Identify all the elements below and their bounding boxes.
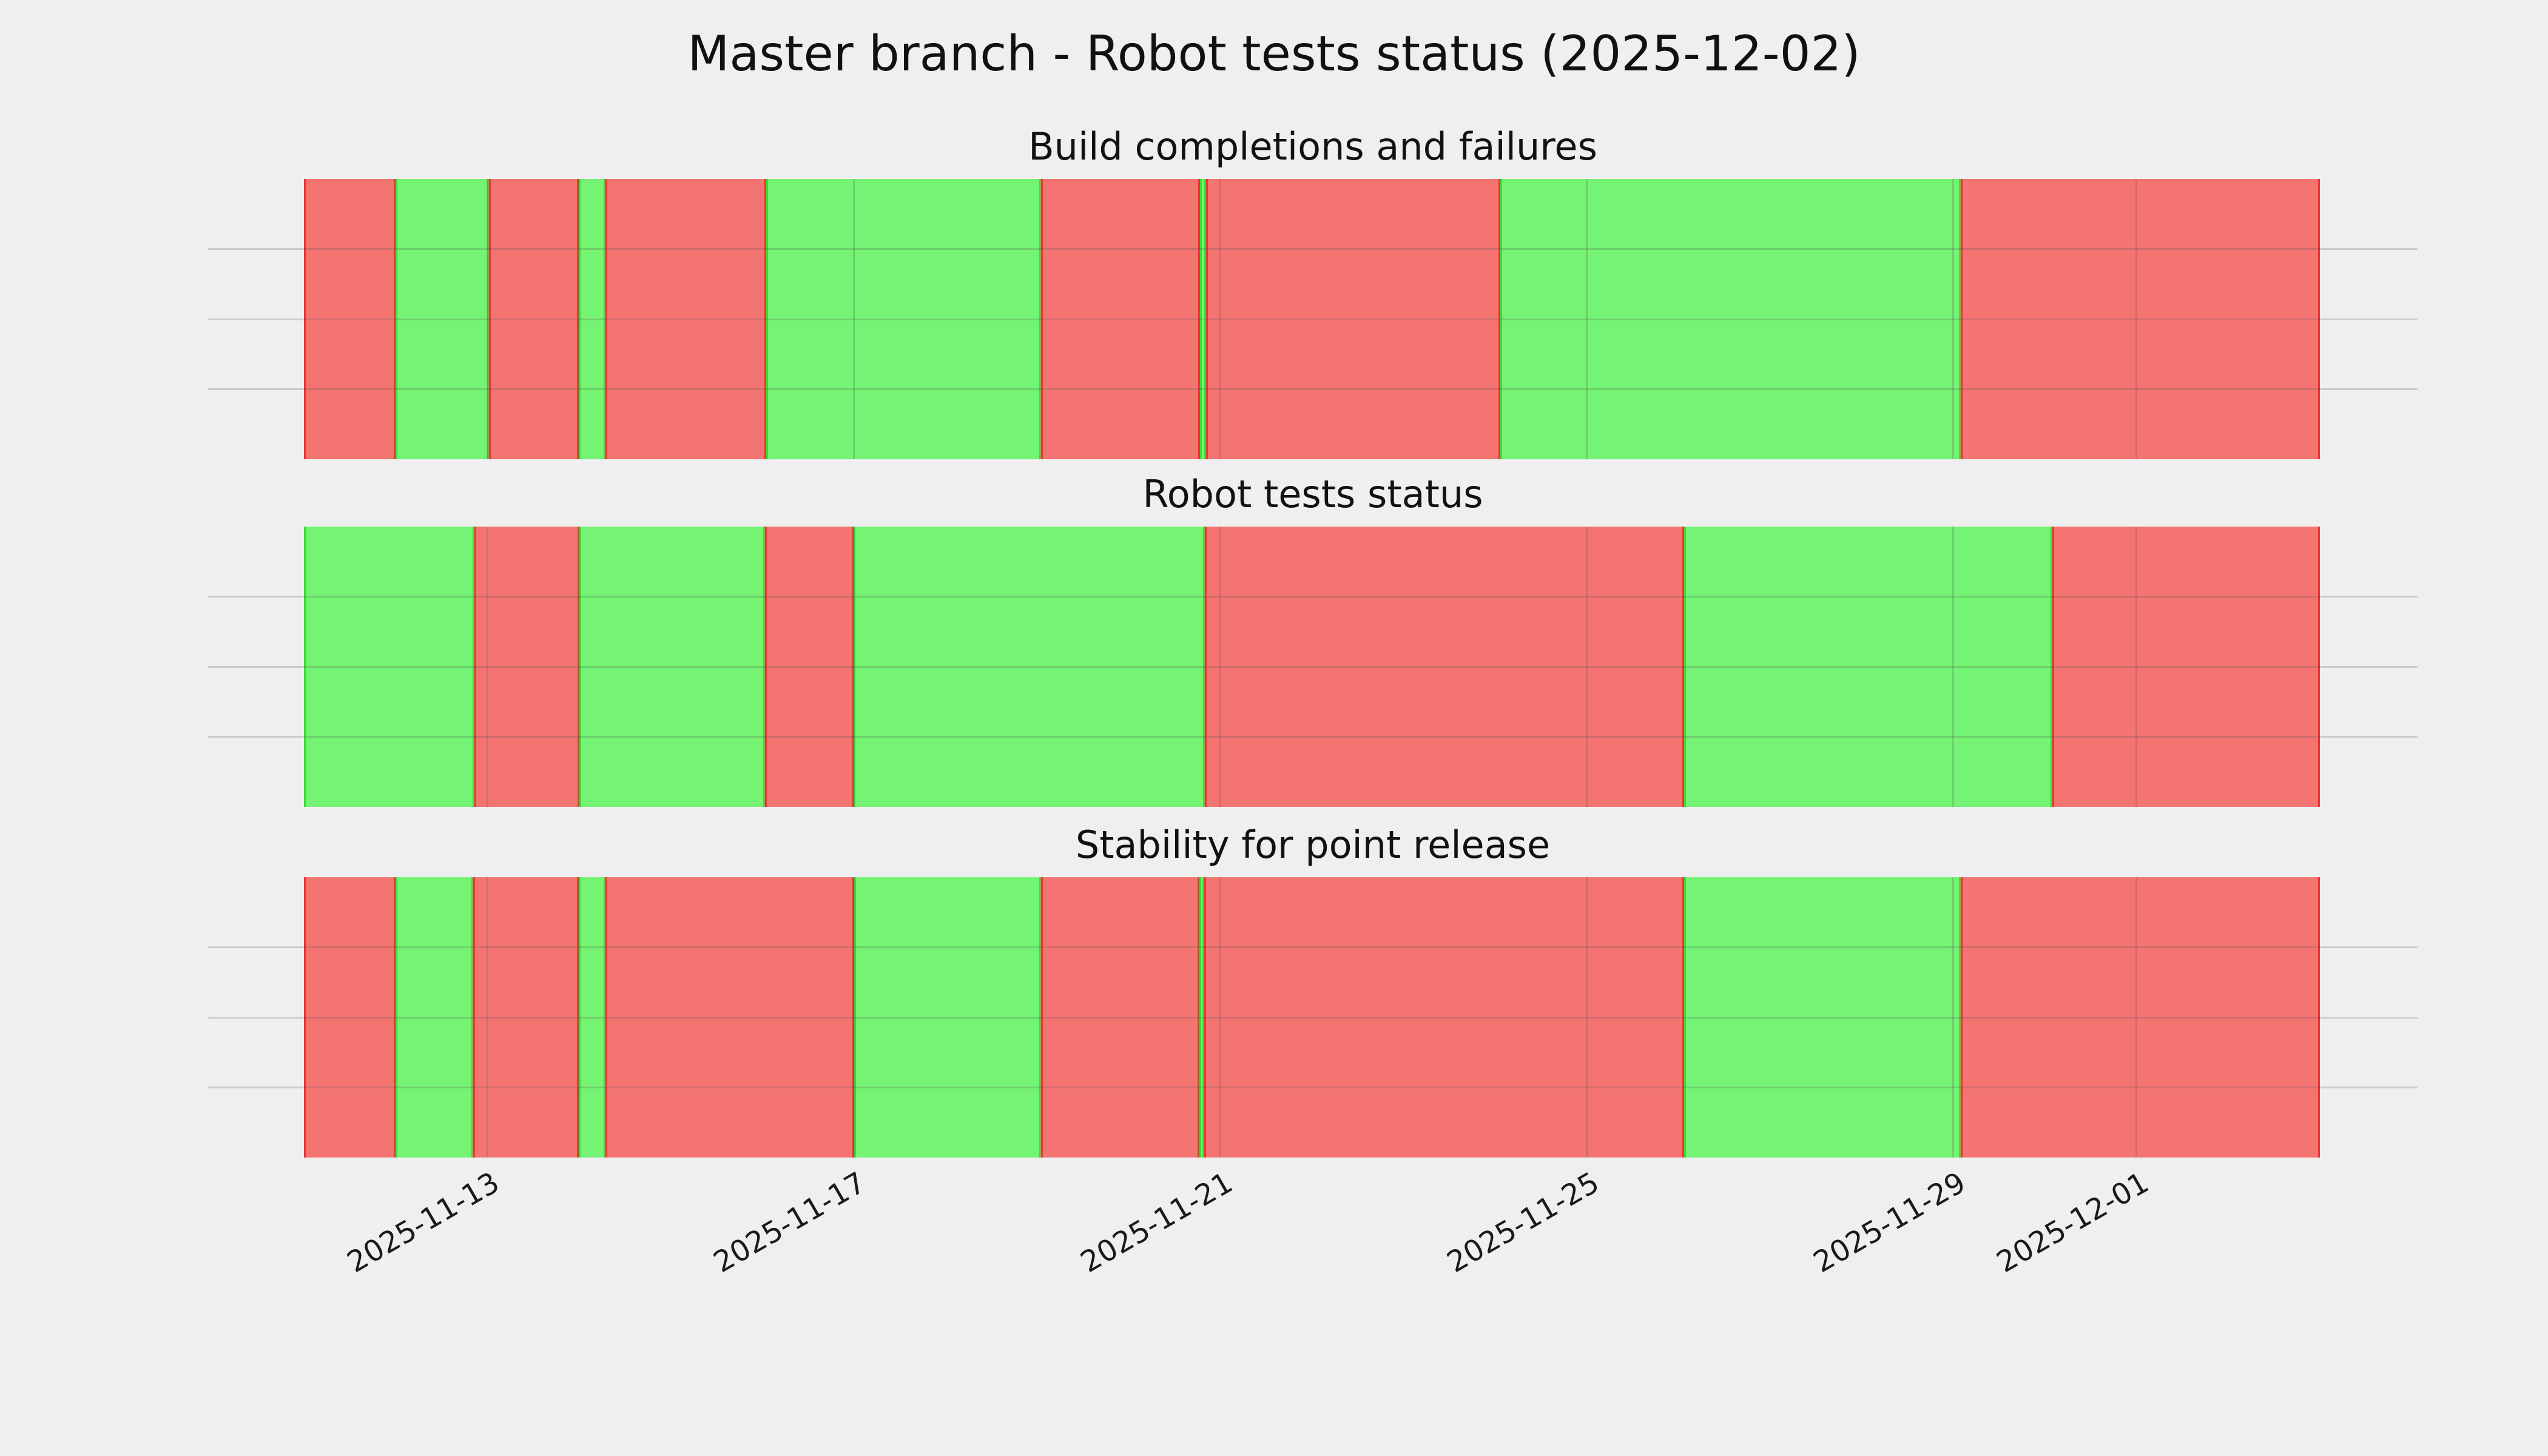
status-segment-fail [605, 877, 855, 1158]
status-segment-fail [1961, 877, 2320, 1158]
status-segment-fail [1204, 527, 1685, 807]
x-tick-label: 2025-11-21 [1074, 1165, 1238, 1280]
status-segment-fail [1961, 179, 2320, 459]
horizontal-gridline [208, 1016, 2418, 1019]
status-timeline-panel [0, 877, 2548, 1158]
horizontal-gridline [208, 736, 2418, 738]
vertical-gridline [852, 179, 855, 459]
panel-title: Stability for point release [1075, 823, 1551, 867]
status-segment-fail [1205, 179, 1500, 459]
horizontal-gridline [208, 946, 2418, 948]
status-segment-pass [766, 179, 1041, 459]
vertical-gridline [2135, 527, 2138, 807]
status-segment-fail [304, 179, 396, 459]
status-segment-pass [854, 527, 1205, 807]
status-segment-fail [1040, 179, 1200, 459]
horizontal-gridline [208, 596, 2418, 598]
vertical-gridline [1952, 179, 1955, 459]
status-segment-fail [474, 527, 580, 807]
status-segment-pass [1500, 179, 1961, 459]
status-segment-pass [1684, 527, 2053, 807]
status-segment-pass [1199, 179, 1206, 459]
vertical-gridline [1952, 877, 1955, 1158]
horizontal-gridline [208, 1087, 2418, 1088]
x-tick-label: 2025-11-29 [1807, 1165, 1972, 1280]
status-segment-fail [1204, 877, 1685, 1158]
vertical-gridline [2135, 179, 2138, 459]
vertical-gridline [486, 179, 488, 459]
horizontal-gridline [208, 388, 2418, 390]
vertical-gridline [1586, 877, 1588, 1158]
vertical-gridline [852, 877, 855, 1158]
status-segment-pass [304, 527, 475, 807]
status-segment-pass [1684, 877, 1961, 1158]
vertical-gridline [2135, 877, 2138, 1158]
status-segment-pass [396, 179, 490, 459]
status-segment-fail [605, 179, 766, 459]
status-segment-fail [489, 179, 579, 459]
status-segment-pass [579, 527, 765, 807]
status-segment-fail [2052, 527, 2320, 807]
figure-title: Master branch - Robot tests status (2025… [687, 25, 1861, 82]
vertical-gridline [1219, 877, 1221, 1158]
vertical-gridline [1219, 179, 1221, 459]
status-segment-fail [473, 877, 579, 1158]
status-segment-pass [396, 877, 473, 1158]
status-segment-fail [764, 527, 854, 807]
horizontal-gridline [208, 248, 2418, 250]
status-segment-pass [854, 877, 1041, 1158]
panel-title: Build completions and failures [1028, 124, 1597, 169]
vertical-gridline [1219, 527, 1221, 807]
x-tick-label: 2025-12-01 [1990, 1165, 2155, 1280]
vertical-gridline [486, 527, 488, 807]
status-timeline-panel [0, 179, 2548, 459]
status-segment-fail [1040, 877, 1199, 1158]
status-segment-pass [579, 179, 606, 459]
vertical-gridline [852, 527, 855, 807]
status-segment-pass [1199, 877, 1205, 1158]
panel-title: Robot tests status [1142, 472, 1483, 516]
status-segment-fail [304, 877, 396, 1158]
vertical-gridline [486, 877, 488, 1158]
horizontal-gridline [208, 318, 2418, 320]
vertical-gridline [1952, 527, 1955, 807]
x-tick-label: 2025-11-13 [341, 1165, 505, 1280]
x-tick-label: 2025-11-25 [1441, 1165, 1605, 1280]
status-timeline-panel [0, 527, 2548, 807]
vertical-gridline [1586, 527, 1588, 807]
status-segment-pass [579, 877, 606, 1158]
horizontal-gridline [208, 666, 2418, 668]
x-tick-label: 2025-11-17 [708, 1165, 872, 1280]
vertical-gridline [1586, 179, 1588, 459]
